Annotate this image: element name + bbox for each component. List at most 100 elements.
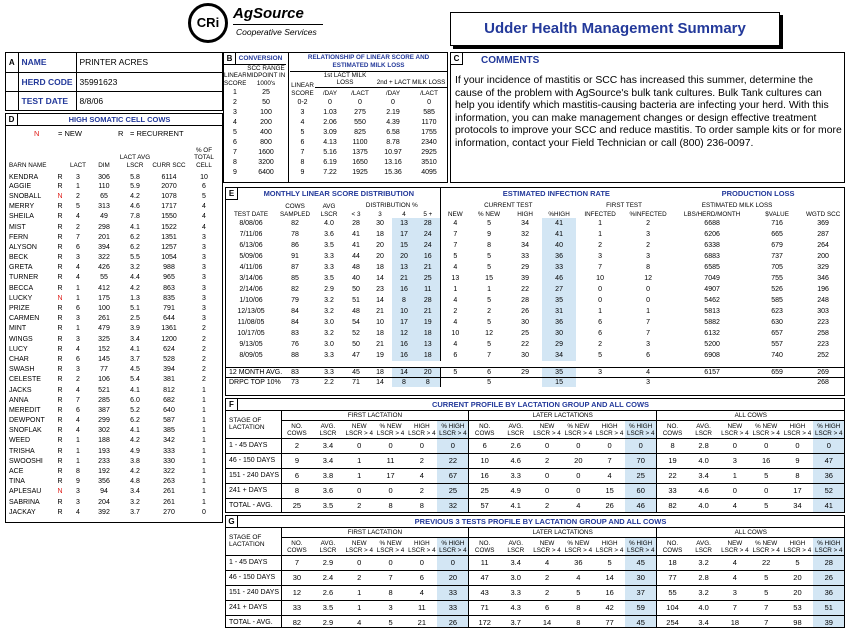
cell: 3.8 bbox=[130, 457, 140, 465]
cell: 30 bbox=[542, 328, 577, 339]
cell: 0 bbox=[625, 438, 657, 453]
cell: 3.2 bbox=[324, 297, 334, 304]
column-header: AVG. LSCR bbox=[695, 422, 712, 438]
cell: 381 bbox=[163, 376, 175, 384]
cell: 624 bbox=[163, 345, 175, 353]
cell: 34 bbox=[793, 501, 802, 511]
cell: 82 bbox=[291, 220, 299, 227]
cell: 36 bbox=[542, 251, 577, 262]
section-letter bbox=[6, 91, 19, 110]
cell: 33 bbox=[521, 253, 529, 260]
data-row: DRPC TOP 10% 73 2.2 71 14 8 8 5 15 3 268 bbox=[226, 377, 844, 387]
cell: 17 bbox=[392, 317, 416, 328]
cell: 4/11/06 bbox=[239, 264, 263, 271]
cell: 3.2 bbox=[130, 498, 140, 506]
cell bbox=[672, 377, 752, 387]
cell: 94 bbox=[100, 488, 108, 496]
column-header: LACT AVG LSCR bbox=[119, 154, 151, 169]
cell: 39 bbox=[521, 275, 529, 282]
cell: 270 bbox=[163, 508, 175, 516]
cell: 6 bbox=[468, 438, 501, 453]
column-header: HIGH LSCR > 4 bbox=[783, 539, 812, 555]
cell: 8 bbox=[392, 295, 416, 306]
cell: 623 bbox=[771, 308, 783, 315]
cell: 100 bbox=[98, 305, 110, 313]
cell: 21 bbox=[376, 308, 384, 315]
cell: 188 bbox=[98, 437, 110, 445]
cell: 6 bbox=[439, 350, 471, 361]
cell: 3.3 bbox=[324, 253, 334, 260]
cell: 1925 bbox=[352, 168, 368, 176]
data-row: 0-2 0 0 0 0 bbox=[290, 97, 447, 107]
legend-code: R bbox=[118, 129, 124, 138]
cell: 55 bbox=[656, 585, 688, 600]
cell: 35 bbox=[542, 367, 577, 377]
cell: 5 bbox=[795, 558, 800, 567]
cell: 16 bbox=[416, 251, 441, 262]
section-letter: C bbox=[451, 53, 463, 65]
cell: 3 bbox=[202, 305, 206, 313]
cell: 13 bbox=[392, 262, 416, 273]
cell: 71 bbox=[352, 378, 360, 386]
cell: 33 bbox=[542, 262, 577, 273]
cell: 3.2 bbox=[324, 330, 334, 337]
cell: 346 bbox=[817, 275, 829, 282]
legend-code: N bbox=[34, 129, 40, 138]
cell: 3.4 bbox=[698, 618, 709, 628]
column-header: TEST DATE bbox=[233, 210, 269, 218]
cell: 14 bbox=[605, 573, 614, 582]
cell: 14 bbox=[376, 275, 384, 282]
cell: 5.8 bbox=[130, 173, 140, 181]
cell: 3 bbox=[202, 243, 206, 251]
cell: 18 bbox=[730, 618, 740, 628]
cell: R bbox=[57, 345, 63, 353]
cell: 40 bbox=[352, 275, 360, 282]
cell: 16 bbox=[392, 339, 416, 350]
cell: R bbox=[57, 243, 63, 251]
cell: 303 bbox=[817, 308, 829, 315]
cell: 41 bbox=[542, 218, 577, 229]
cell: 41 bbox=[352, 242, 360, 249]
data-row: TRISHA R 1 193 4.9 333 1 bbox=[6, 446, 222, 456]
cell: 587 bbox=[163, 417, 175, 425]
cell: 4 bbox=[202, 203, 206, 211]
cell: 3 bbox=[598, 253, 603, 260]
cell: 755 bbox=[771, 275, 783, 282]
cell: 9 bbox=[300, 168, 305, 176]
cell: 6585 bbox=[704, 264, 720, 271]
cell: 233 bbox=[98, 457, 110, 465]
cell: 7 bbox=[76, 233, 80, 241]
cell: 2.6 bbox=[322, 588, 334, 597]
cell: 36 bbox=[542, 317, 577, 328]
cell: R bbox=[57, 305, 63, 313]
cell: R bbox=[57, 376, 63, 384]
cell: 3 bbox=[76, 488, 80, 496]
cell: 3.5 bbox=[322, 501, 334, 511]
data-row: LUCY R 4 152 4.1 624 2 bbox=[6, 344, 222, 354]
cell: 17 bbox=[793, 486, 802, 495]
cell: R bbox=[57, 254, 63, 262]
cell: 1.03 bbox=[323, 108, 337, 116]
cell: 6 bbox=[300, 138, 305, 146]
cell: 3 bbox=[202, 284, 206, 292]
data-row: KENDRA R 3 306 5.8 6114 10 bbox=[6, 171, 222, 181]
column-header: % HIGH LSCR > 4 bbox=[813, 537, 844, 555]
cell: 263 bbox=[163, 478, 175, 486]
data-row: 5 3.09 825 6.58 1755 bbox=[290, 127, 447, 137]
cell: 52 bbox=[352, 330, 360, 337]
cell: 14 bbox=[376, 297, 384, 304]
cell: 0 bbox=[391, 98, 395, 106]
column-header: % HIGH LSCR > 4 bbox=[437, 420, 469, 438]
cell: 3 bbox=[646, 378, 651, 386]
cell: 196 bbox=[817, 286, 829, 293]
cell: 3 bbox=[732, 588, 737, 597]
cell: 5 bbox=[487, 297, 492, 304]
cell: 0 bbox=[437, 438, 469, 453]
cell: 4 bbox=[202, 213, 206, 221]
data-row: ACE R 8 192 4.2 322 1 bbox=[6, 466, 222, 476]
cell: 400 bbox=[260, 128, 272, 136]
cell: 1 bbox=[76, 325, 80, 333]
cell: 22 bbox=[762, 558, 771, 567]
cell: 83 bbox=[291, 330, 299, 337]
data-row: BECK R 3 322 5.5 1054 3 bbox=[6, 253, 222, 263]
